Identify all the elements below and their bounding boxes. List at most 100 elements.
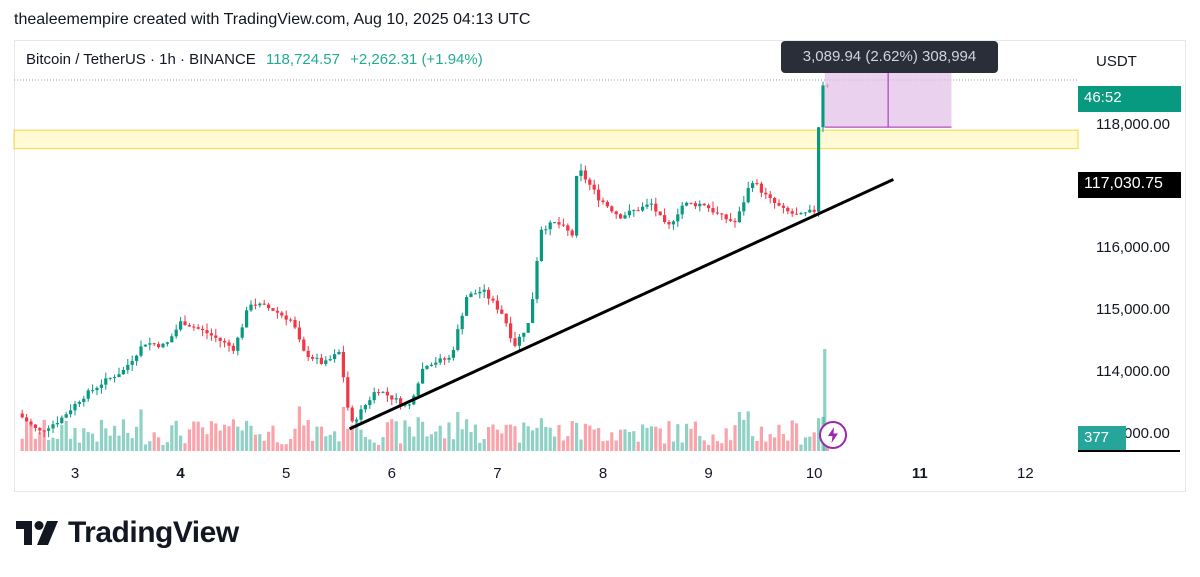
candle-body: [47, 428, 51, 431]
volume-bar: [812, 432, 816, 451]
volume-bar: [302, 425, 306, 451]
ascending-trendline: [348, 178, 895, 431]
time-axis-label: 10: [805, 465, 823, 482]
candle-body: [117, 374, 121, 378]
candle-body: [817, 127, 821, 212]
candle-body: [416, 383, 420, 396]
volume-bar: [108, 435, 112, 451]
currency-label[interactable]: USDT: [1096, 53, 1137, 70]
volume-bar: [157, 437, 161, 451]
volume-bar: [394, 421, 398, 451]
volume-bar: [231, 419, 235, 451]
volume-bar: [746, 411, 750, 451]
volume-bar: [196, 421, 200, 451]
candle-body: [588, 179, 592, 185]
volume-bar: [478, 442, 482, 451]
volume-bar: [786, 440, 790, 451]
volume-bar: [799, 444, 803, 451]
volume-bar: [333, 431, 337, 451]
volume-bar: [658, 428, 662, 451]
candle-body: [196, 327, 200, 329]
candle-body: [346, 377, 350, 408]
candle-body: [566, 225, 570, 231]
candle-body: [509, 323, 513, 339]
volume-bar: [381, 437, 385, 451]
candle-body: [60, 417, 64, 424]
volume-bar: [614, 440, 618, 451]
candle-body: [139, 346, 143, 356]
candle-body: [443, 358, 447, 360]
candle-body: [473, 293, 477, 295]
volume-bar: [610, 432, 614, 451]
tradingview-brand[interactable]: TradingView: [16, 516, 239, 550]
candle-body: [315, 357, 319, 359]
candle-body: [333, 354, 337, 360]
volume-bar: [377, 444, 381, 451]
volume-bar: [724, 428, 728, 451]
volume-bar: [557, 424, 561, 451]
volume-bar: [663, 443, 667, 451]
volume-bar: [60, 424, 64, 451]
candle-body: [179, 321, 183, 330]
volume-bar: [421, 421, 425, 451]
candle-body: [148, 343, 152, 345]
candle-body: [218, 337, 222, 341]
volume-bar: [553, 436, 557, 451]
candle-body: [55, 423, 59, 425]
candle-body: [605, 201, 609, 207]
volume-bar: [491, 424, 495, 451]
candle-body: [795, 213, 799, 215]
volume-bar: [495, 429, 499, 451]
chart-credit: thealeemempire created with TradingView.…: [14, 11, 531, 28]
volume-bar: [438, 425, 442, 451]
candle-body: [548, 222, 552, 230]
volume-bar: [275, 442, 279, 451]
candle-body: [500, 309, 504, 314]
candle-body: [297, 327, 301, 340]
candle-body: [280, 312, 284, 316]
candle-body: [319, 357, 323, 364]
volume-bar: [702, 440, 706, 451]
candle-body: [759, 183, 763, 193]
candle-body: [311, 357, 315, 359]
time-axis-label: 4: [176, 465, 185, 482]
candle-body: [531, 299, 535, 324]
volume-bar: [33, 438, 37, 451]
volume-bar: [324, 436, 328, 451]
candle-body: [51, 424, 55, 429]
time-axis-label: 12: [1017, 465, 1034, 482]
price-axis-label: 116,000.00: [1096, 239, 1170, 256]
candle-body: [390, 395, 394, 400]
candle-body: [385, 391, 389, 396]
candle-body: [328, 359, 332, 361]
volume-bar: [236, 426, 240, 451]
candle-body: [104, 378, 108, 385]
volume-bar: [504, 424, 508, 451]
candle-body: [513, 338, 517, 346]
candle-body: [702, 203, 706, 206]
candle-body: [381, 391, 385, 393]
candle-body: [773, 197, 777, 204]
candle-body: [737, 211, 741, 223]
volume-bar: [443, 438, 447, 451]
lightning-icon[interactable]: [819, 421, 847, 449]
volume-bar: [240, 430, 244, 451]
volume-bar: [258, 434, 262, 451]
candle-body: [707, 205, 711, 209]
volume-bar: [174, 420, 178, 451]
candle-body: [729, 219, 733, 221]
candle-body: [231, 345, 235, 351]
volume-bar: [223, 424, 227, 451]
volume-bar: [350, 424, 354, 451]
candle-body: [654, 203, 658, 212]
volume-bar: [619, 429, 623, 451]
volume-bar: [764, 441, 768, 451]
candle-body: [399, 398, 403, 406]
candle-body: [377, 392, 381, 394]
volume-bar: [676, 424, 680, 451]
volume-bar: [73, 428, 77, 451]
candle-body: [755, 183, 759, 185]
volume-bar: [187, 429, 191, 451]
volume-bar: [451, 439, 455, 451]
